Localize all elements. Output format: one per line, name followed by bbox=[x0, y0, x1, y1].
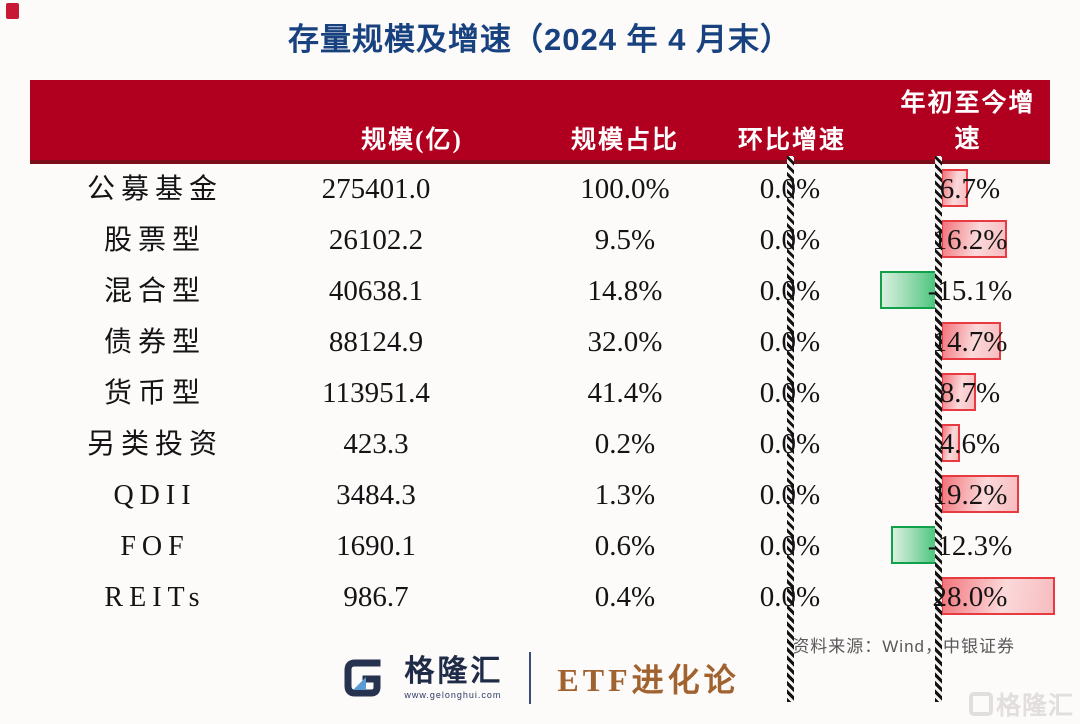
row-ytd: 8.7% bbox=[939, 377, 1001, 409]
table-row: QDII 3484.3 1.3% 0.0% 19.2% bbox=[30, 470, 1050, 521]
gelonghui-logo-icon bbox=[344, 659, 381, 697]
row-share: 14.8% bbox=[587, 275, 663, 307]
row-ytd: 4.6% bbox=[939, 428, 1001, 460]
row-ytd: 14.7% bbox=[932, 326, 1008, 358]
row-label: 另类投资 bbox=[86, 429, 223, 460]
row-share: 32.0% bbox=[587, 326, 663, 358]
row-label: QDII bbox=[113, 480, 197, 511]
row-mom: 0.0% bbox=[759, 173, 821, 205]
row-label: 公募基金 bbox=[86, 174, 223, 205]
row-share: 0.6% bbox=[594, 530, 656, 562]
ytd-bar bbox=[941, 577, 1055, 615]
table-body: 公募基金 275401.0 100.0% 0.0% 6.7% 股票型 26102… bbox=[30, 164, 1055, 623]
ytd-bar bbox=[941, 475, 1019, 513]
brand-text: 格隆汇 www.gelonghui.com bbox=[404, 654, 504, 700]
brand-bar: 格隆汇 www.gelonghui.com ETF进化论 bbox=[0, 648, 1080, 708]
row-mom: 0.0% bbox=[759, 428, 821, 460]
ytd-bar bbox=[941, 220, 1007, 258]
fund-scale-table: 规模(亿) 规模占比 环比增速 年初至今增速 公募基金 275401.0 100… bbox=[30, 80, 1055, 702]
column-header-mom: 环比增速 bbox=[737, 127, 846, 154]
brand-url: www.gelonghui.com bbox=[404, 689, 502, 700]
row-scale: 88124.9 bbox=[328, 326, 424, 358]
ytd-bar bbox=[941, 373, 976, 411]
watermark-g-icon bbox=[968, 692, 993, 716]
row-ytd: 19.2% bbox=[932, 479, 1008, 511]
row-share: 41.4% bbox=[587, 377, 663, 409]
table-row: 混合型 40638.1 14.8% 0.0% -15.1% bbox=[30, 266, 1050, 317]
brand-divider bbox=[529, 652, 532, 704]
row-scale: 40638.1 bbox=[328, 275, 424, 307]
page-title: 存量规模及增速（2024 年 4 月末） bbox=[287, 22, 793, 57]
row-label: 债券型 bbox=[103, 327, 206, 358]
row-scale: 275401.0 bbox=[321, 173, 431, 205]
row-mom: 0.0% bbox=[759, 224, 821, 256]
row-share: 0.2% bbox=[594, 428, 656, 460]
row-ytd: -12.3% bbox=[927, 530, 1013, 562]
table-row: 股票型 26102.2 9.5% 0.0% 16.2% bbox=[30, 215, 1050, 266]
row-mom: 0.0% bbox=[759, 530, 821, 562]
row-label: 混合型 bbox=[103, 276, 206, 307]
row-mom: 0.0% bbox=[759, 326, 821, 358]
row-ytd: 28.0% bbox=[932, 581, 1008, 613]
watermark-text: 格隆汇 bbox=[995, 692, 1074, 720]
watermark: 格隆汇 bbox=[968, 686, 1074, 722]
row-label: 货币型 bbox=[103, 378, 206, 409]
row-ytd: 16.2% bbox=[932, 224, 1008, 256]
table-header: 规模(亿) 规模占比 环比增速 年初至今增速 bbox=[30, 80, 1050, 164]
row-scale: 3484.3 bbox=[336, 479, 416, 511]
row-share: 9.5% bbox=[594, 224, 656, 256]
row-label: 股票型 bbox=[103, 225, 206, 256]
channel-name: ETF进化论 bbox=[557, 662, 740, 698]
ytd-bar bbox=[941, 322, 1001, 360]
row-scale: 1690.1 bbox=[336, 530, 416, 562]
column-header-share: 规模占比 bbox=[570, 127, 679, 154]
table-row: 货币型 113951.4 41.4% 0.0% 8.7% bbox=[30, 368, 1050, 419]
row-mom: 0.0% bbox=[759, 479, 821, 511]
table-row: 债券型 88124.9 32.0% 0.0% 14.7% bbox=[30, 317, 1050, 368]
ytd-bar bbox=[941, 424, 960, 462]
row-share: 0.4% bbox=[594, 581, 656, 613]
row-label: FOF bbox=[120, 531, 190, 562]
row-ytd: 6.7% bbox=[939, 173, 1001, 205]
corner-logo-fragment bbox=[6, 3, 19, 19]
column-header-ytd: 年初至今增速 bbox=[900, 90, 1036, 153]
row-share: 100.0% bbox=[580, 173, 670, 205]
mom-zero-axis-line bbox=[787, 156, 794, 702]
row-mom: 0.0% bbox=[759, 377, 821, 409]
row-scale: 26102.2 bbox=[328, 224, 424, 256]
brand-name: 格隆汇 bbox=[404, 654, 504, 688]
row-label: REITs bbox=[104, 582, 206, 613]
table-row: 公募基金 275401.0 100.0% 0.0% 6.7% bbox=[30, 164, 1050, 215]
row-share: 1.3% bbox=[594, 479, 656, 511]
row-ytd: -15.1% bbox=[927, 275, 1013, 307]
row-scale: 113951.4 bbox=[322, 377, 430, 409]
row-mom: 0.0% bbox=[759, 275, 821, 307]
ytd-bar bbox=[941, 169, 968, 207]
row-mom: 0.0% bbox=[759, 581, 821, 613]
table-row: REITs 986.7 0.4% 0.0% 28.0% bbox=[30, 572, 1055, 623]
row-scale: 423.3 bbox=[343, 428, 409, 460]
data-source-note: 资料来源：Wind，中银证券 bbox=[792, 637, 1015, 656]
table-row: 另类投资 423.3 0.2% 0.0% 4.6% bbox=[30, 419, 1050, 470]
column-header-scale: 规模(亿) bbox=[361, 127, 463, 154]
table-row: FOF 1690.1 0.6% 0.0% -12.3% bbox=[30, 521, 1050, 572]
ytd-zero-axis-line bbox=[935, 156, 942, 702]
row-scale: 986.7 bbox=[343, 581, 409, 613]
